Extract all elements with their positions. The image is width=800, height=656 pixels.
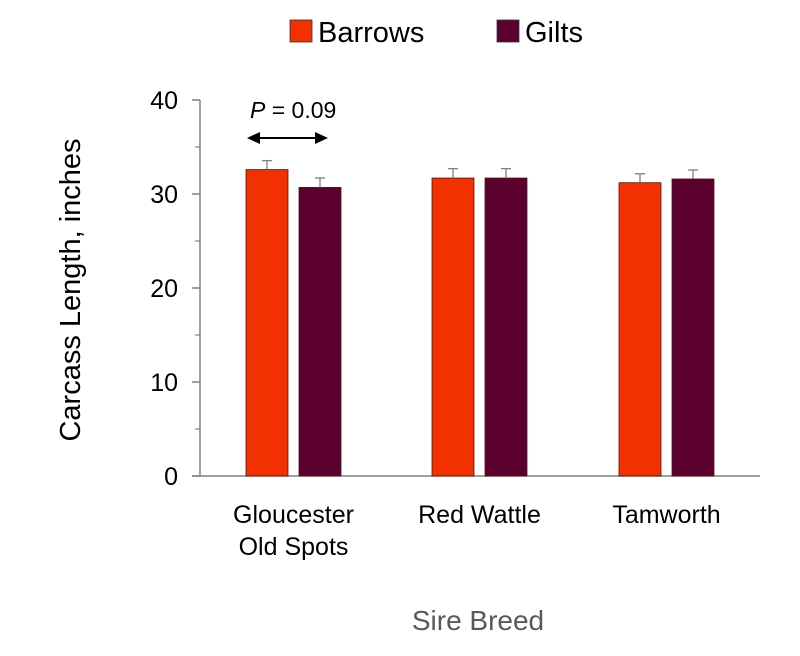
x-tick-label: Gloucester [233,501,354,529]
bar-barrows [618,182,662,477]
bar-gilts [298,187,342,477]
p-symbol: P [250,97,266,123]
y-tick-label: 40 [150,87,178,115]
bar-barrows [245,169,289,477]
legend-swatch-barrows [289,19,313,43]
bar-barrows [431,177,475,477]
arrow-head-right-icon [315,132,328,144]
y-tick-label: 10 [150,369,178,397]
y-tick-label: 0 [164,463,178,491]
legend-label-barrows: Barrows [318,17,424,49]
p-value: = 0.09 [265,97,336,123]
x-tick-label: Tamworth [612,501,720,529]
legend-swatch-gilts [496,19,520,43]
bar-gilts [671,178,715,477]
p-value-annotation: P = 0.09 [250,97,336,123]
x-axis-title: Sire Breed [412,605,544,636]
x-tick-label: Red Wattle [418,501,541,529]
arrow-head-left-icon [247,132,260,144]
x-tick-label: Old Spots [239,533,349,561]
legend-label-gilts: Gilts [525,17,583,49]
y-tick-label: 30 [150,181,178,209]
bar-gilts [484,177,528,477]
y-axis-title: Carcass Length, inches [55,138,87,441]
y-tick-label: 20 [150,275,178,303]
